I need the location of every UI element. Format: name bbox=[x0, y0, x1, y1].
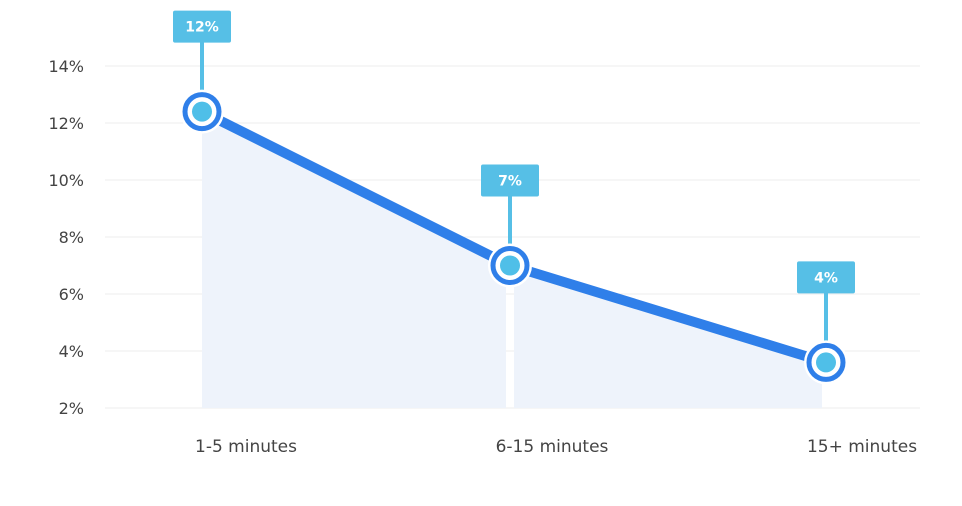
area-segment bbox=[202, 111, 506, 408]
data-label: 12% bbox=[185, 20, 219, 36]
y-tick-label: 10% bbox=[48, 171, 84, 190]
area-segment bbox=[514, 266, 822, 408]
data-label: 7% bbox=[498, 174, 522, 190]
y-tick-label: 2% bbox=[59, 399, 84, 418]
y-tick-label: 8% bbox=[59, 228, 84, 247]
data-label-box bbox=[797, 261, 855, 294]
y-tick-label: 12% bbox=[48, 114, 84, 133]
data-point bbox=[192, 101, 212, 122]
x-tick-label: 15+ minutes bbox=[807, 437, 917, 457]
data-label-box bbox=[173, 10, 231, 43]
y-tick-label: 14% bbox=[48, 57, 84, 76]
data-point bbox=[500, 255, 520, 276]
y-tick-label: 6% bbox=[59, 285, 84, 304]
x-tick-label: 6-15 minutes bbox=[496, 437, 609, 457]
data-label-box bbox=[481, 164, 539, 197]
x-tick-label: 1-5 minutes bbox=[195, 437, 297, 457]
data-label: 4% bbox=[814, 270, 838, 286]
y-tick-label: 4% bbox=[59, 342, 84, 361]
data-point bbox=[816, 352, 836, 373]
